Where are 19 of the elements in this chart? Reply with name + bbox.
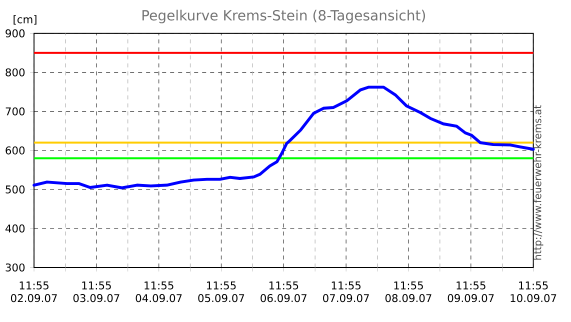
y-axis-title: [cm]: [14, 15, 36, 25]
x-tick-label: 11:55 06.09.07: [260, 282, 307, 302]
x-tick-label: 11:55 08.09.07: [385, 282, 432, 302]
chart-title: Pegelkurve Krems-Stein (8-Tagesansicht): [142, 10, 426, 24]
y-tick-label: 900: [6, 30, 25, 38]
x-tick-label: 11:55 10.09.07: [510, 282, 556, 302]
x-tick-label: 11:55 04.09.07: [136, 282, 182, 302]
text: http://www.feuerwehr-krems.at: [534, 105, 544, 260]
y-tick-label: 800: [6, 68, 25, 77]
y-tick-label: 600: [6, 146, 25, 155]
x-tick-label: 11:55 02.09.07: [10, 282, 57, 302]
y-tick-label: 300: [6, 264, 25, 272]
y-tick-label: 500: [6, 186, 25, 194]
x-tick-label: 11:55 03.09.07: [73, 282, 120, 302]
x-tick-label: 11:55 09.09.07: [448, 282, 494, 302]
y-tick-label: 400: [5, 224, 25, 233]
x-tick-label: 11:55 07.09.07: [323, 282, 369, 302]
x-tick-label: 11:55 05.09.07: [198, 282, 244, 302]
y-tick-label: 700: [6, 108, 25, 116]
